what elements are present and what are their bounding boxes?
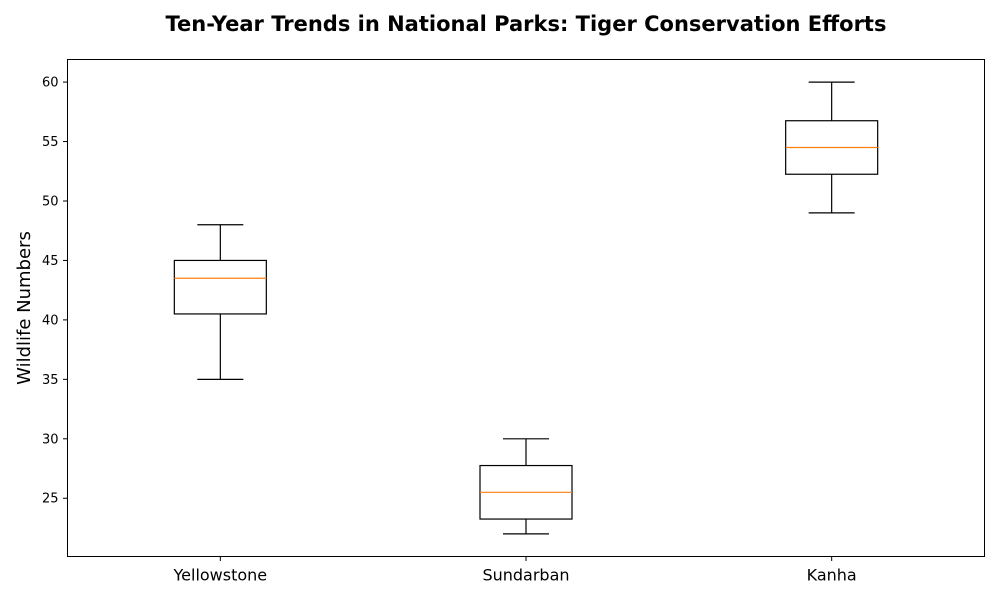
box-kanha — [785, 81, 879, 214]
y-tick-label: 45 — [42, 254, 59, 269]
plot-area-frame — [67, 59, 985, 557]
x-tick-label: Kanha — [807, 566, 857, 585]
x-axis-ticks: Yellowstone Sundarban Kanha — [173, 556, 857, 585]
box-sundarban — [479, 438, 573, 535]
chart-title: Ten-Year Trends in National Parks: Tiger… — [166, 12, 887, 36]
y-axis-label: Wildlife Numbers — [14, 231, 35, 385]
box-series — [173, 81, 879, 535]
y-tick-label: 35 — [42, 373, 59, 388]
y-tick-label: 55 — [42, 135, 59, 150]
y-tick-label: 40 — [42, 313, 59, 328]
y-tick-label: 30 — [42, 432, 59, 447]
y-axis-ticks: 25 30 35 40 45 50 55 60 — [42, 76, 68, 507]
x-tick-label: Yellowstone — [173, 566, 268, 585]
y-tick-label: 25 — [42, 492, 59, 507]
interquartile-box — [173, 259, 267, 315]
x-tick-label: Sundarban — [482, 566, 569, 585]
box-yellowstone — [173, 224, 267, 380]
y-tick-label: 50 — [42, 194, 59, 209]
y-tick-label: 60 — [42, 76, 59, 91]
